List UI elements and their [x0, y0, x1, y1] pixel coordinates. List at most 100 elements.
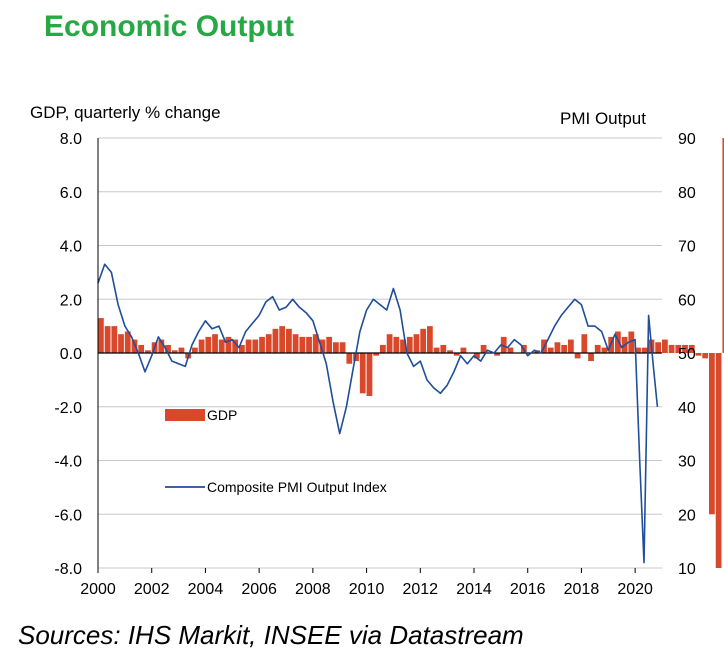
gdp-bars: [98, 138, 724, 568]
gdp-bar: [366, 353, 373, 396]
gdp-bar: [218, 339, 225, 353]
x-tick-label: 2010: [349, 581, 385, 598]
gdp-bar: [286, 328, 292, 353]
gdp-bar: [212, 334, 218, 353]
gdp-bar: [312, 334, 319, 353]
gdp-bar: [326, 336, 333, 353]
gdp-bar: [131, 339, 138, 353]
right-tick-label: 60: [678, 292, 696, 309]
gdp-bar: [447, 350, 453, 353]
left-tick-label: -6.0: [54, 507, 82, 524]
gdp-bar: [635, 347, 641, 353]
gdp-bar: [299, 336, 306, 353]
x-tick-label: 2000: [80, 581, 116, 598]
gdp-bar: [433, 347, 440, 353]
gdp-bar: [601, 347, 608, 353]
right-axis-label: PMI Output: [560, 109, 646, 128]
gdp-bar: [574, 353, 581, 359]
right-tick-label: 30: [678, 454, 696, 471]
gdp-bar: [192, 347, 198, 353]
gdp-bar: [588, 353, 594, 362]
gdp-bar: [373, 353, 380, 356]
right-tick-label: 20: [678, 507, 696, 524]
gdp-bar: [688, 344, 695, 353]
gdp-bar: [413, 334, 420, 353]
gdp-bar: [346, 353, 353, 364]
gdp-bar: [386, 334, 393, 353]
gdp-bar: [111, 326, 118, 353]
gdp-bar: [581, 334, 588, 353]
gdp-bar: [480, 344, 487, 353]
gdp-bar: [594, 344, 601, 353]
x-tick-label: 2002: [134, 581, 170, 598]
gdp-bar: [393, 336, 400, 353]
x-tick-label: 2016: [510, 581, 546, 598]
left-tick-label: 4.0: [60, 239, 82, 256]
gdp-bar: [225, 336, 232, 353]
right-tick-label: 10: [678, 561, 696, 578]
gdp-bar: [359, 353, 366, 394]
gdp-bar: [239, 344, 245, 353]
gdp-bar: [406, 336, 413, 353]
gdp-bar: [118, 334, 124, 353]
gdp-bar: [339, 342, 346, 353]
left-tick-label: 8.0: [60, 131, 82, 148]
gdp-bar: [474, 353, 480, 359]
gdp-bar: [259, 336, 265, 353]
gridlines: [98, 137, 662, 569]
left-tick-label: 0.0: [60, 346, 82, 363]
right-tick-label: 50: [678, 346, 696, 363]
legend: GDP Composite PMI Output Index: [165, 407, 387, 495]
gdp-bar: [460, 347, 467, 353]
x-tick-label: 2004: [188, 581, 224, 598]
x-tick-label: 2018: [564, 581, 600, 598]
gdp-bar: [265, 334, 272, 353]
gdp-bar: [333, 342, 339, 353]
gdp-bar: [98, 318, 104, 353]
gdp-bar: [380, 344, 386, 353]
gdp-bar: [124, 331, 131, 353]
x-tick-label: 2020: [617, 581, 653, 598]
legend-pmi-label: Composite PMI Output Index: [207, 479, 387, 495]
left-tick-label: -4.0: [54, 454, 82, 471]
gdp-bar: [702, 353, 709, 359]
gdp-bar: [568, 339, 574, 353]
right-tick-label: 80: [678, 185, 696, 202]
gdp-bar: [615, 331, 621, 353]
left-tick-label: -2.0: [54, 400, 82, 417]
chart: 8.0 6.0 4.0 2.0 0.0 -2.0 -4.0 -6.0 -8.0 90 80 70 60…: [30, 103, 724, 598]
pmi-line: [97, 263, 659, 564]
x-tick-label: 2006: [241, 581, 277, 598]
gdp-bar: [400, 339, 406, 353]
gdp-bar: [292, 334, 299, 353]
gdp-bar: [178, 347, 185, 353]
gdp-bar: [554, 342, 561, 353]
gdp-bar: [682, 344, 688, 353]
gdp-bar: [500, 336, 507, 353]
gdp-bar: [272, 328, 279, 353]
gdp-bar: [715, 353, 722, 568]
gdp-bar: [427, 326, 433, 353]
page-title: Economic Output: [44, 10, 294, 43]
legend-gdp-swatch: [165, 409, 205, 421]
gdp-bar: [655, 342, 662, 353]
legend-gdp-label: GDP: [207, 407, 237, 423]
left-axis-label: GDP, quarterly % change: [30, 103, 221, 122]
source-note: Sources: IHS Markit, INSEE via Datastrea…: [18, 620, 524, 650]
gdp-bar: [252, 339, 259, 353]
right-tick-label: 90: [678, 131, 696, 148]
right-tick-label: 40: [678, 400, 696, 417]
x-tick-label: 2014: [456, 581, 492, 598]
left-tick-label: -8.0: [54, 561, 82, 578]
gdp-bar: [628, 331, 635, 353]
pmi-series-line: [97, 263, 659, 564]
x-tick-label: 2008: [295, 581, 331, 598]
gdp-bar: [507, 347, 514, 353]
gdp-bar: [547, 347, 554, 353]
left-y-axis: 8.0 6.0 4.0 2.0 0.0 -2.0 -4.0 -6.0 -8.0: [54, 131, 99, 578]
left-tick-label: 6.0: [60, 185, 82, 202]
gdp-bar: [138, 344, 145, 353]
gdp-bar: [279, 326, 286, 353]
gdp-bar: [668, 344, 675, 353]
gdp-bar: [453, 353, 460, 356]
